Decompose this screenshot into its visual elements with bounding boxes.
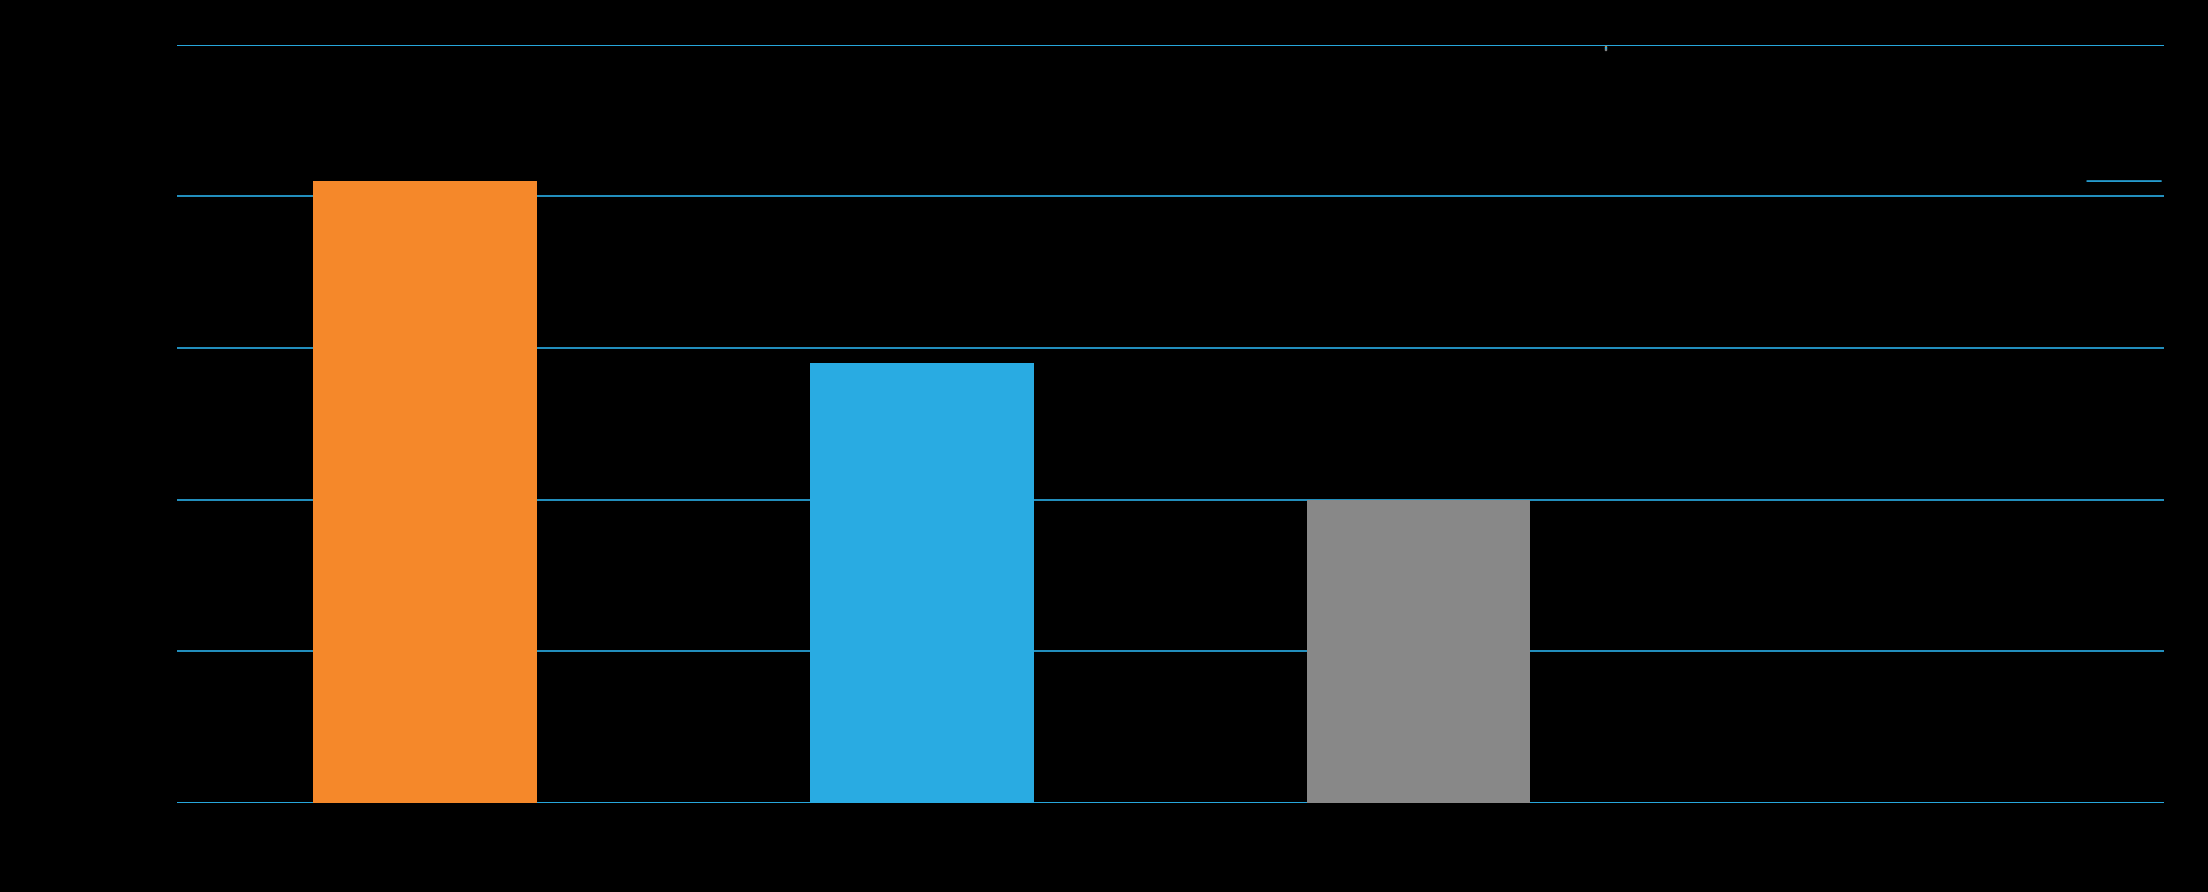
Bar (314, 181, 537, 803)
Bar (1307, 500, 1530, 803)
Bar (810, 363, 1033, 803)
